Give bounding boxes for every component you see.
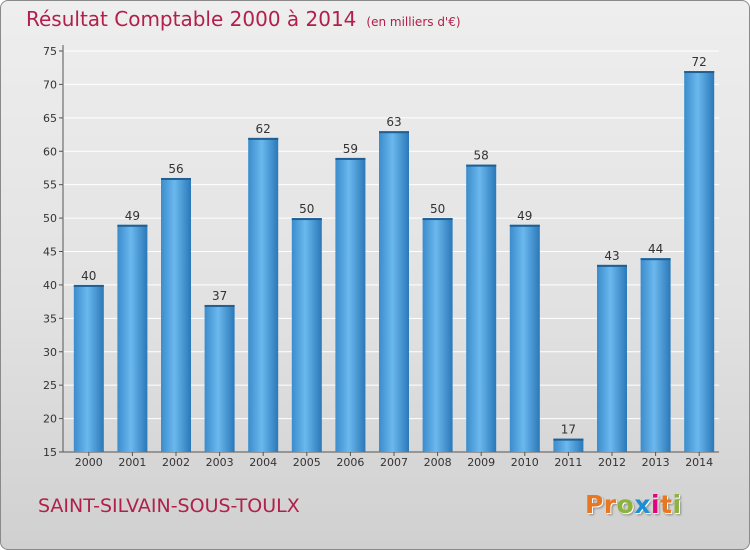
x-tick-label-2003: 2003: [206, 456, 234, 469]
y-tick-label: 55: [43, 179, 57, 192]
y-tick-label: 20: [43, 413, 57, 426]
y-tick-label: 70: [43, 78, 57, 91]
bar-cap: [684, 71, 715, 74]
value-label-2011: 17: [561, 423, 576, 437]
bar-cap: [597, 264, 627, 267]
x-tick-label-2007: 2007: [380, 456, 408, 469]
bar-2000: [73, 284, 104, 452]
value-label-2005: 50: [299, 202, 314, 216]
bar-2004: [248, 137, 279, 452]
value-label-2007: 63: [386, 115, 401, 129]
bar-cap: [466, 164, 497, 167]
x-tick-label-2001: 2001: [118, 456, 146, 469]
bar-2007: [379, 131, 409, 452]
y-tick-label: 75: [43, 45, 57, 58]
y-tick-label: 15: [43, 446, 57, 459]
bar-2001: [117, 224, 148, 452]
value-label-2008: 50: [430, 202, 445, 216]
bar-cap: [640, 258, 671, 261]
x-tick-label-2013: 2013: [642, 456, 670, 469]
x-tick-label-2000: 2000: [75, 456, 103, 469]
bar-2014: [684, 71, 715, 453]
logo-letter: i: [672, 490, 682, 519]
bar-cap: [117, 224, 148, 227]
chart-subtitle: (en milliers d'€): [366, 15, 461, 29]
value-label-2012: 43: [604, 249, 619, 263]
bar-2009: [466, 164, 497, 452]
logo-letter: P: [585, 490, 604, 519]
y-tick-label: 50: [43, 212, 57, 225]
value-label-2014: 72: [692, 55, 707, 69]
x-tick-label-2006: 2006: [336, 456, 364, 469]
bar-cap: [204, 304, 235, 307]
bar-cap: [161, 177, 191, 180]
x-tick-label-2005: 2005: [293, 456, 321, 469]
value-label-2010: 49: [517, 209, 532, 223]
value-label-2013: 44: [648, 242, 663, 256]
chart-title: Résultat Comptable 2000 à 2014 (en millie…: [26, 7, 461, 31]
value-label-2004: 62: [256, 122, 271, 136]
value-label-2000: 40: [81, 269, 96, 283]
logo-letter: t: [660, 490, 673, 519]
logo-letter: i: [651, 490, 661, 519]
y-tick-label: 25: [43, 379, 57, 392]
labels: 15 20 25 30 35 40 45 50 55 60 65 70 75 40 2000 49 2001 56…: [43, 45, 713, 469]
bars: [73, 71, 715, 453]
bar-cap: [73, 284, 104, 287]
value-label-2006: 59: [343, 142, 358, 156]
bar-cap: [335, 157, 366, 160]
bar-cap: [291, 218, 322, 221]
y-tick-label: 35: [43, 312, 57, 325]
bar-2010: [509, 224, 540, 452]
proxiti-logo[interactable]: Proxiti: [585, 490, 682, 519]
bar-2003: [204, 304, 235, 452]
logo-letter: r: [603, 490, 617, 519]
bar-2008: [422, 218, 453, 452]
bar-cap: [248, 137, 279, 140]
bar-cap: [422, 218, 453, 221]
commune-name: SAINT-SILVAIN-SOUS-TOULX: [38, 495, 300, 517]
bar-2011: [553, 438, 584, 452]
bar-2013: [640, 258, 671, 452]
y-tick-label: 60: [43, 145, 57, 158]
value-label-2002: 56: [168, 162, 183, 176]
logo-letter: x: [634, 490, 651, 519]
x-tick-label-2014: 2014: [685, 456, 713, 469]
value-label-2001: 49: [125, 209, 140, 223]
value-label-2009: 58: [474, 149, 489, 163]
bar-cap: [379, 131, 409, 134]
x-tick-label-2012: 2012: [598, 456, 626, 469]
chart-title-main: Résultat Comptable 2000 à 2014: [26, 7, 357, 31]
value-label-2003: 37: [212, 289, 227, 303]
bar-2006: [335, 157, 366, 452]
x-tick-label-2008: 2008: [424, 456, 452, 469]
x-tick-label-2011: 2011: [554, 456, 582, 469]
bar-cap: [509, 224, 540, 227]
x-tick-label-2009: 2009: [467, 456, 495, 469]
x-tick-label-2002: 2002: [162, 456, 190, 469]
logo-letter: o: [616, 490, 635, 519]
bar-cap: [553, 438, 584, 441]
x-tick-label-2010: 2010: [511, 456, 539, 469]
bar-2002: [161, 177, 191, 452]
y-tick-label: 65: [43, 112, 57, 125]
bar-2012: [597, 264, 627, 452]
bar-2005: [291, 218, 322, 452]
x-tick-label-2004: 2004: [249, 456, 277, 469]
y-tick-label: 45: [43, 246, 57, 259]
y-tick-label: 40: [43, 279, 57, 292]
y-tick-label: 30: [43, 346, 57, 359]
